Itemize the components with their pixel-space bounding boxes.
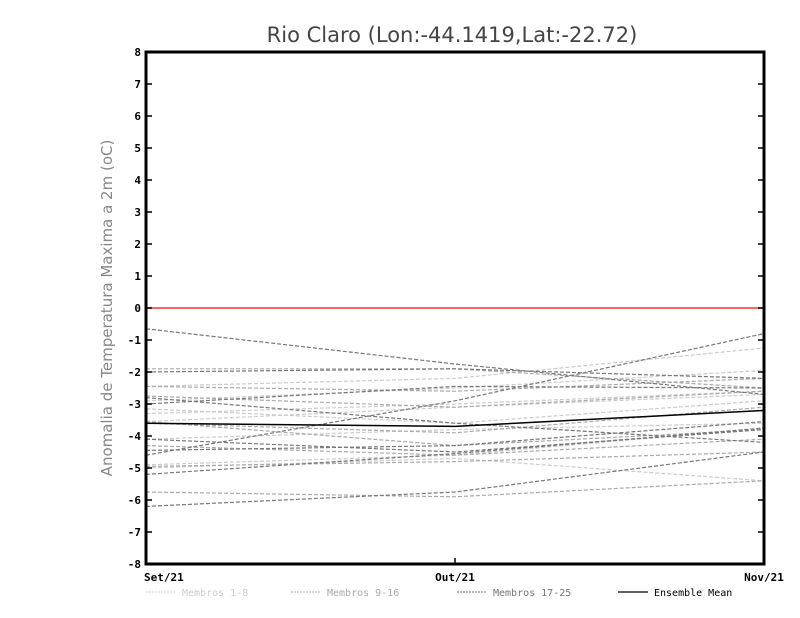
series-lines [145,307,765,507]
y-tick-label: -8 [128,558,141,571]
y-tick-label: 7 [134,78,141,91]
member-line-m24 [145,385,765,405]
member-line-m12 [145,451,765,467]
member-line-m25 [145,429,765,453]
y-tick-label: -4 [128,430,142,443]
x-tick-label: Set/21 [144,571,184,584]
member-line-m22 [145,397,765,443]
y-tick-label: 0 [134,302,141,315]
y-tick-label: -5 [128,462,141,475]
y-tick-label: 1 [134,270,141,283]
member-line-m15 [145,377,765,392]
member-line-m10 [145,390,765,408]
member-line-m2 [145,390,765,415]
y-tick-label: -2 [128,366,141,379]
y-tick-label: 8 [134,46,141,59]
axes: -8 -7 -6 -5 -4 -3 -2 -1 0 1 2 3 4 5 6 7 8 Set/21 Out/21 Nov… [128,46,784,584]
x-tick-label: Out/21 [435,571,475,584]
y-tick-label: -7 [128,526,141,539]
legend-label: Membros 17-25 [493,588,571,599]
y-tick-label: -1 [128,334,142,347]
chart-title: Rio Claro (Lon:-44.1419,Lat:-22.72) [267,23,638,47]
member-line-m7 [145,422,765,440]
y-axis-label: Anomalia de Temperatura Maxima a 2m (oC) [98,140,116,477]
member-line-m6 [145,369,765,402]
member-line-m1 [145,347,765,387]
y-tick-label: -6 [128,494,142,507]
member-line-m19 [145,333,765,456]
member-line-m8 [145,400,765,424]
y-tick-label: 6 [134,110,141,123]
member-line-m21 [145,427,765,475]
member-line-m14 [145,480,765,498]
member-line-m20 [145,451,765,507]
member-line-m17 [145,328,765,395]
member-line-m13 [145,406,765,434]
ensemble-mean-line [145,409,765,428]
y-tick-label: -3 [128,398,141,411]
legend: Membros 1-8 Membros 9-16 Membros 17-25 Ense… [146,588,732,599]
y-tick-label: 5 [134,142,141,155]
legend-label: Membros 1-8 [182,588,248,599]
y-tick-label: 4 [134,174,141,187]
legend-label: Ensemble Mean [654,588,732,599]
member-line-m4 [145,427,765,466]
member-line-m18 [145,368,765,379]
member-line-m23 [145,421,765,451]
member-line-m11 [145,438,765,456]
x-tick-label: Nov/21 [744,571,784,584]
legend-label: Membros 9-16 [327,588,399,599]
y-tick-label: 3 [134,206,141,219]
y-tick-label: 2 [134,238,141,251]
